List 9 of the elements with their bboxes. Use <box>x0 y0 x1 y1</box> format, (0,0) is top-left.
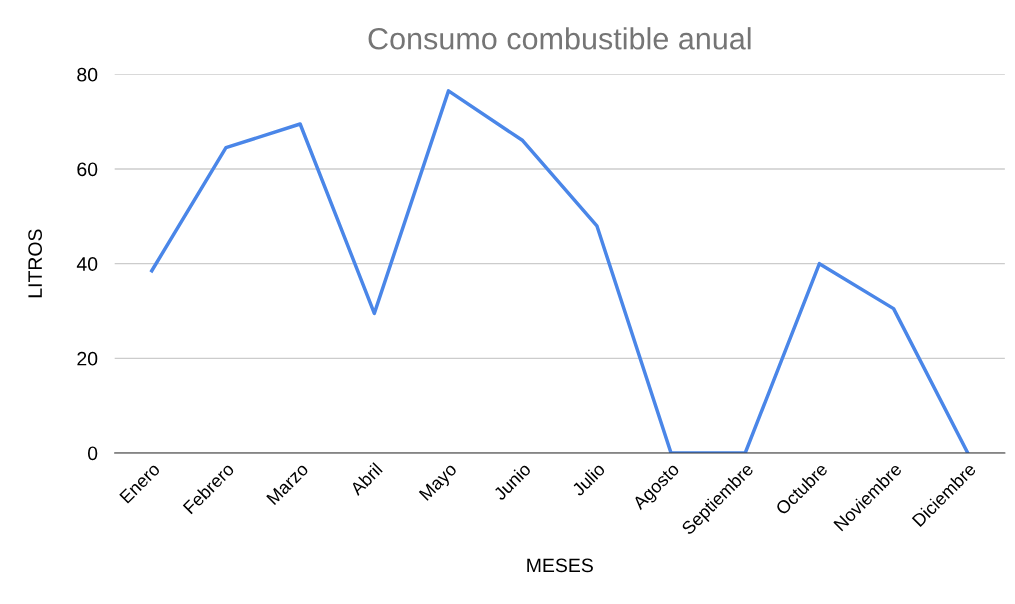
y-tick-label: 80 <box>77 67 98 82</box>
y-tick-label: 40 <box>76 257 98 271</box>
y-tick-label: 0 <box>87 446 98 461</box>
y-tick-label: 60 <box>77 162 98 177</box>
y-axis-title: LITROS <box>28 229 42 298</box>
y-tick-label: 20 <box>77 351 98 366</box>
chart-title: Consumo combustible anual <box>368 27 751 50</box>
line-series <box>150 89 970 453</box>
x-axis-title: MESES <box>527 558 593 573</box>
